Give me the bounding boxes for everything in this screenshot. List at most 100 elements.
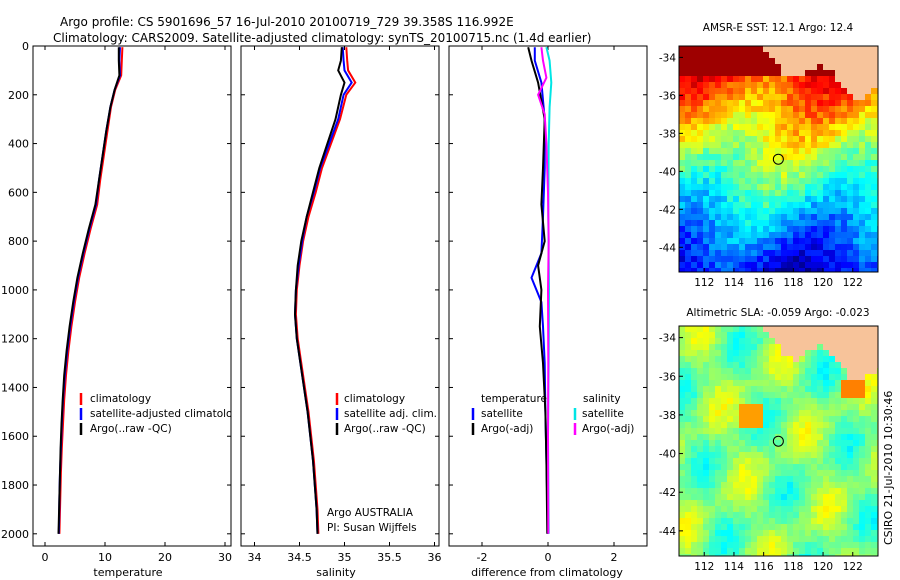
land-cell (787, 350, 794, 357)
map-cell (847, 124, 854, 131)
map-cell (823, 184, 830, 191)
map-cell (799, 214, 806, 221)
map-cell (775, 256, 782, 263)
map-cell (811, 548, 818, 555)
map-cell (775, 482, 782, 489)
map-cell (787, 482, 794, 489)
map-cell (757, 362, 764, 369)
map-cell (793, 148, 800, 155)
map-cell (841, 220, 848, 227)
salinity-xlabel: salinity (316, 566, 356, 579)
map-cell (685, 226, 692, 233)
map-cell (793, 416, 800, 423)
map-cell (703, 494, 710, 501)
map-cell (805, 202, 812, 209)
map-cell (793, 476, 800, 483)
map-cell (763, 100, 770, 107)
map-cell (769, 464, 776, 471)
map-cell (805, 512, 812, 519)
map-cell (787, 380, 794, 387)
map-cell (769, 154, 776, 161)
map-cell (799, 482, 806, 489)
map-cell (757, 208, 764, 215)
map-cell (781, 554, 788, 556)
land-cell (799, 350, 806, 357)
map-cell (757, 106, 764, 113)
map-cell (793, 398, 800, 405)
map-cell (763, 154, 770, 161)
map-cell (775, 148, 782, 155)
map-cell (727, 232, 734, 239)
map-cell (775, 124, 782, 131)
map-cell (685, 46, 692, 53)
map-cell (847, 250, 854, 257)
map-cell (685, 262, 692, 269)
map-cell (769, 220, 776, 227)
land-cell (835, 70, 842, 77)
map-cell (787, 238, 794, 245)
map-cell (733, 524, 740, 531)
land-cell (829, 338, 836, 345)
map-cell (865, 542, 872, 549)
map-cell (805, 548, 812, 555)
map-cell (799, 202, 806, 209)
map-cell (871, 94, 878, 101)
map-cell (859, 392, 866, 399)
map-cell (871, 440, 878, 447)
map-cell (835, 112, 842, 119)
map-cell (715, 446, 722, 453)
map-cell (715, 332, 722, 339)
map-cell (727, 554, 734, 556)
map-cell (841, 530, 848, 537)
map-cell (763, 94, 770, 101)
map-cell (859, 488, 866, 495)
map-cell (787, 202, 794, 209)
map-cell (859, 214, 866, 221)
map-cell (721, 46, 728, 53)
map-cell (691, 76, 698, 83)
map-cell (745, 184, 752, 191)
map-cell (805, 124, 812, 131)
land-cell (829, 52, 836, 59)
map-cell (691, 238, 698, 245)
map-cell (835, 262, 842, 269)
land-cell (835, 52, 842, 59)
map-cell (775, 416, 782, 423)
map-cell (745, 458, 752, 465)
map-cell (799, 160, 806, 167)
map-cell (769, 446, 776, 453)
map-cell (805, 226, 812, 233)
map-cell (745, 500, 752, 507)
map-cell (697, 70, 704, 77)
map-cell (685, 268, 692, 272)
map-cell (823, 244, 830, 251)
map-cell (715, 208, 722, 215)
map-cell (793, 362, 800, 369)
map-cell (829, 178, 836, 185)
map-cell (727, 476, 734, 483)
map-cell (805, 470, 812, 477)
map-cell (871, 124, 878, 131)
map-cell (721, 166, 728, 173)
map-cell (799, 142, 806, 149)
map-cell (703, 166, 710, 173)
map-cell (697, 482, 704, 489)
sst-map-frame (678, 45, 879, 273)
map-cell (763, 542, 770, 549)
map-cell (757, 88, 764, 95)
map-cell (697, 494, 704, 501)
map-cell (865, 428, 872, 435)
map-cell (823, 142, 830, 149)
map-cell (871, 434, 878, 441)
map-cell (835, 398, 842, 405)
map-cell (727, 172, 734, 179)
map-cell (805, 380, 812, 387)
map-cell (841, 380, 848, 387)
map-cell (763, 136, 770, 143)
map-cell (679, 476, 686, 483)
map-cell (823, 458, 830, 465)
map-cell (823, 374, 830, 381)
map-cell (685, 166, 692, 173)
map-cell (679, 530, 686, 537)
map-cell (823, 428, 830, 435)
